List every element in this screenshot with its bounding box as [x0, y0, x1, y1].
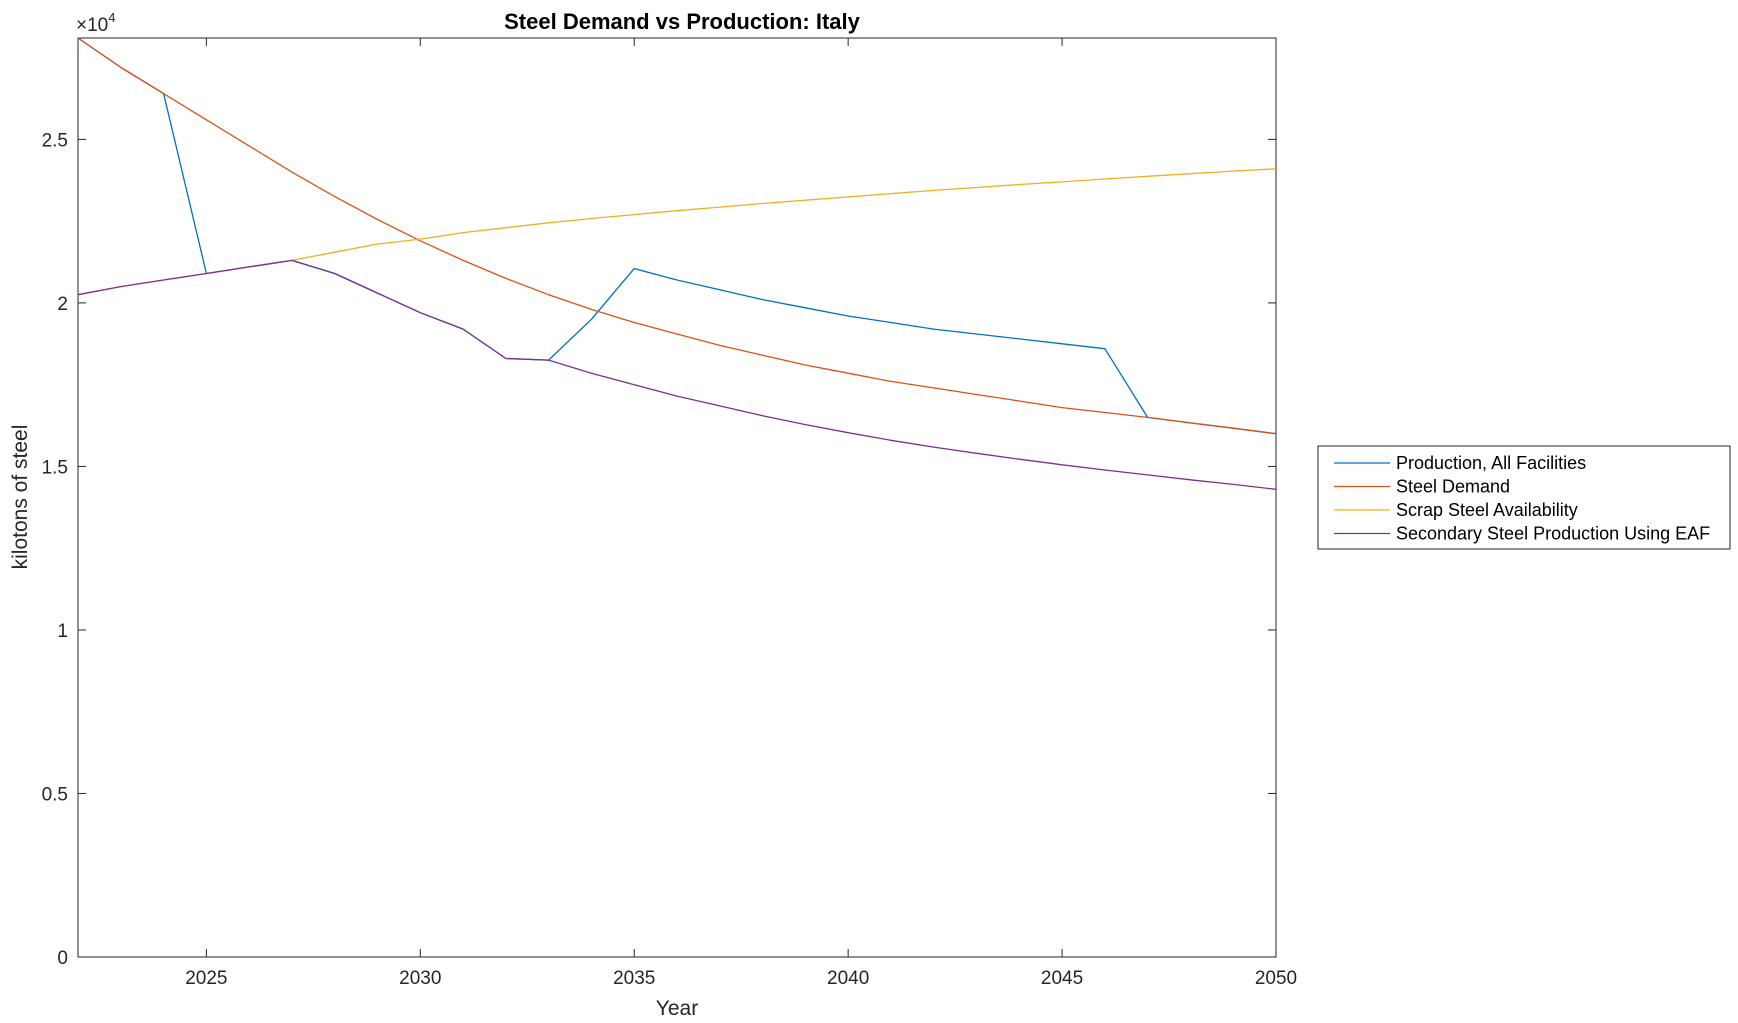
y-axis-label: kilotons of steel — [9, 425, 32, 570]
y-tick-label: 1.5 — [42, 457, 68, 478]
x-tick-label: 2030 — [399, 968, 441, 989]
x-tick-label: 2025 — [185, 968, 227, 989]
x-tick-label: 2035 — [613, 968, 655, 989]
axis-ticks — [78, 38, 1277, 958]
x-tick-label: 2045 — [1041, 968, 1083, 989]
y-tick-labels: 0 0.5 1 1.5 2 2.5 — [42, 130, 68, 969]
series-lines — [77, 37, 1277, 490]
chart-title: Steel Demand vs Production: Italy — [504, 9, 861, 34]
x-tick-labels: 2025 2030 2035 2040 2045 2050 — [185, 968, 1297, 989]
plot-area — [77, 37, 1277, 958]
y-tick-label: 1 — [57, 621, 68, 642]
series-line-4 — [77, 259, 1277, 490]
legend-entry-label: Steel Demand — [1396, 477, 1510, 497]
legend-entry-label: Production, All Facilities — [1396, 453, 1586, 473]
legend-entry-label: Secondary Steel Production Using EAF — [1396, 524, 1710, 544]
x-tick-label: 2040 — [827, 968, 869, 989]
x-axis-label: Year — [656, 997, 698, 1020]
legend-entry-label: Scrap Steel Availability — [1396, 500, 1578, 520]
legend: Production, All Facilities Steel Demand Sc… — [1317, 445, 1731, 550]
x-tick-label: 2050 — [1255, 968, 1297, 989]
y-tick-label: 0 — [57, 948, 68, 969]
y-tick-label: 2.5 — [42, 130, 68, 151]
series-line-2 — [77, 37, 1277, 435]
y-tick-label: 0.5 — [42, 784, 68, 805]
plot-frame — [77, 37, 1277, 958]
y-tick-label: 2 — [57, 294, 68, 315]
y-axis-exponent: ×104 — [76, 10, 115, 36]
